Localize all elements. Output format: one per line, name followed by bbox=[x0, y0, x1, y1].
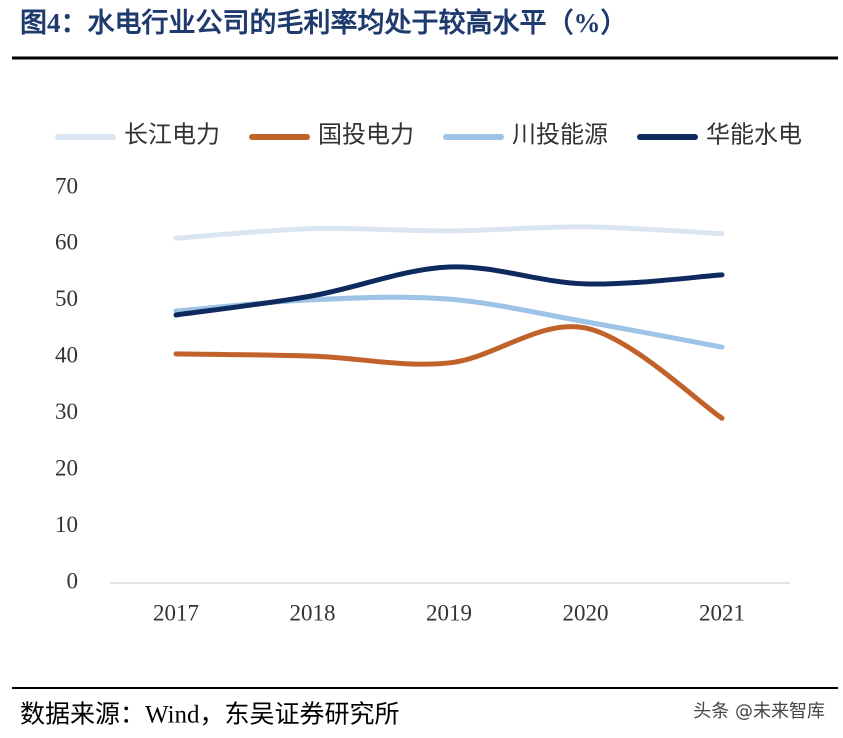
x-tick-label: 2020 bbox=[563, 600, 609, 625]
series-line bbox=[173, 224, 725, 241]
y-tick-label: 70 bbox=[55, 173, 78, 198]
x-tick-label: 2018 bbox=[290, 600, 336, 625]
legend-label: 长江电力 bbox=[124, 122, 220, 149]
x-tick-label: 2017 bbox=[153, 600, 199, 625]
x-tick-label: 2019 bbox=[426, 600, 472, 625]
y-tick-label: 50 bbox=[55, 286, 78, 311]
chart-title: 图4：水电行业公司的毛利率均处于较高水平（%） bbox=[20, 7, 628, 38]
y-tick-label: 0 bbox=[67, 568, 79, 593]
legend-label: 川投能源 bbox=[512, 122, 608, 149]
y-tick-label: 40 bbox=[55, 343, 78, 368]
y-tick-label: 20 bbox=[55, 455, 78, 480]
y-tick-label: 30 bbox=[55, 399, 78, 424]
series-line bbox=[173, 324, 725, 421]
series-line bbox=[173, 264, 725, 318]
x-tick-label: 2021 bbox=[699, 600, 745, 625]
y-tick-label: 10 bbox=[55, 512, 78, 537]
watermark: 头条 @未来智库 bbox=[693, 701, 825, 722]
y-tick-label: 60 bbox=[55, 230, 78, 255]
legend-label: 国投电力 bbox=[318, 122, 414, 149]
legend-label: 华能水电 bbox=[706, 122, 802, 149]
source-note: 数据来源：Wind，东吴证券研究所 bbox=[20, 701, 400, 729]
